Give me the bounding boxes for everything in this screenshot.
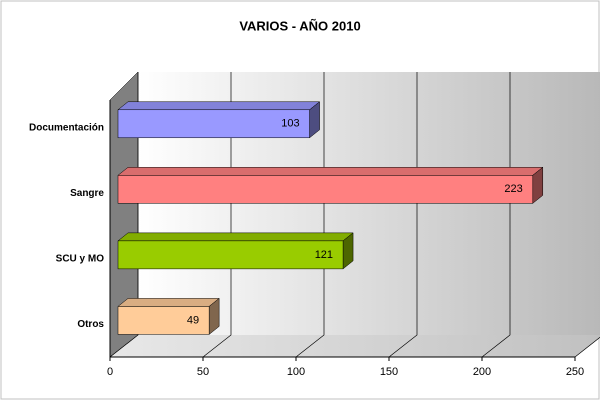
data-label: 49 <box>187 314 199 326</box>
x-tick-label: 50 <box>197 366 209 378</box>
grid-line <box>202 72 232 358</box>
x-tick-label: 0 <box>107 366 113 378</box>
bar <box>117 240 344 270</box>
x-tick-label: 100 <box>287 366 305 378</box>
y-tick-label: Otros <box>77 319 104 330</box>
grid-line <box>574 336 600 358</box>
grid-line <box>295 72 325 358</box>
grid-line <box>481 72 511 358</box>
bar <box>117 109 310 139</box>
bar-top <box>117 167 544 176</box>
data-label: 223 <box>504 183 522 195</box>
data-label: 121 <box>315 249 333 261</box>
bar <box>117 175 534 204</box>
bar <box>117 306 210 335</box>
floor <box>110 335 600 357</box>
x-tick-label: 250 <box>566 366 584 378</box>
bar-top <box>117 232 354 242</box>
grid-line <box>109 72 139 358</box>
y-tick-label: Documentación <box>29 122 104 133</box>
x-tick-label: 200 <box>473 366 491 378</box>
data-label: 103 <box>281 118 299 130</box>
bar-top <box>117 101 321 111</box>
x-tick-label: 150 <box>380 366 398 378</box>
grid-line <box>388 72 418 358</box>
y-tick-label: SCU y MO <box>56 254 105 265</box>
chart-title: VARIOS - AÑO 2010 <box>239 18 360 33</box>
y-tick-label: Sangre <box>70 188 104 199</box>
bar-top <box>117 298 220 307</box>
